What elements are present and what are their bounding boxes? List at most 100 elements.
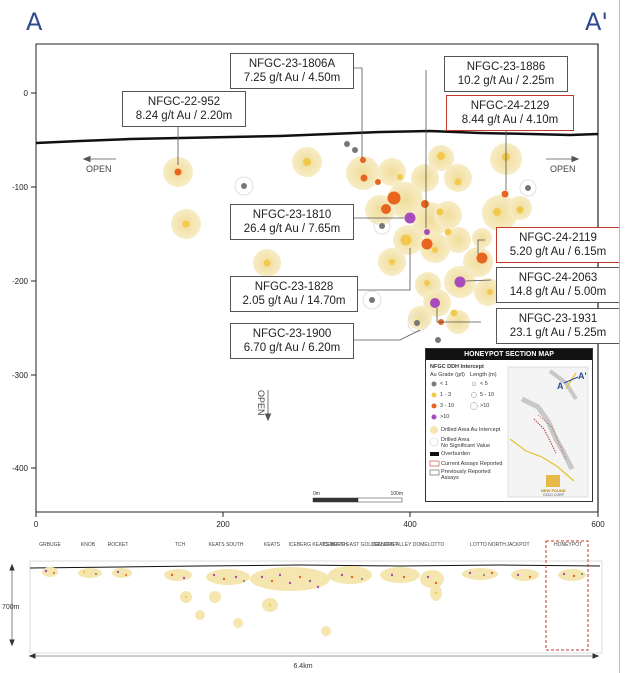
x-axis: 0 200 400 600 <box>34 512 605 529</box>
length-label: 6.4km <box>293 663 312 670</box>
callout-grade: 5.20 g/t Au / 6.15m <box>509 246 607 258</box>
assay-dots <box>174 141 531 343</box>
page-right-rule <box>619 0 620 673</box>
region-label: KNOB <box>81 542 96 548</box>
callout-hole: NFGC-23-1828 <box>254 281 334 293</box>
legend-previous-2: Assays <box>441 475 459 481</box>
long-section-halos <box>42 566 586 636</box>
legend-length-gt10: >10 <box>480 403 490 409</box>
callout-grade: 8.44 g/t Au / 4.10m <box>461 114 559 126</box>
legend-previous-1: Previously Reported <box>441 469 491 475</box>
y-tick-label: 0 <box>24 89 29 98</box>
y-tick-label: -400 <box>12 464 29 473</box>
open-label-right: OPEN <box>550 164 576 174</box>
region-label: ROCKET <box>108 542 129 548</box>
callout-grade: 14.8 g/t Au / 5.00m <box>509 286 607 298</box>
open-arrow-down <box>264 390 272 422</box>
callout-grade: 26.4 g/t Au / 7.65m <box>243 223 341 235</box>
open-label-bottom: OPEN <box>256 390 266 416</box>
region-label: LOTTO NORTH <box>470 542 506 548</box>
region-label: KEATS SOUTH <box>209 542 244 548</box>
callout-nfgc-24-2063: NFGC-24-2063 14.8 g/t Au / 5.00m <box>496 267 620 303</box>
callout-hole: NFGC-22-952 <box>147 96 221 108</box>
depth-dimension <box>9 563 15 647</box>
region-label: HONEYPOT <box>554 542 582 548</box>
legend-length-header: Length (m) <box>470 372 497 378</box>
callout-nfgc-23-1886: NFGC-23-1886 10.2 g/t Au / 2.25m <box>444 56 568 92</box>
callout-grade: 6.70 g/t Au / 6.20m <box>243 342 341 354</box>
callout-hole: NFGC-24-2129 <box>470 100 550 112</box>
region-label: GRBUGE <box>39 542 61 548</box>
section-map-legend: HONEYPOT SECTION MAP NFGC DDH Intercept … <box>425 348 593 502</box>
long-section: GRBUGE KNOB ROCKET TCH KEATS SOUTH KEATS… <box>2 540 603 670</box>
region-label: ICEBERG ALLEY DOME <box>372 542 428 548</box>
legend-length-lt5: < 5 <box>480 381 488 387</box>
legend-grade-lt1: < 1 <box>440 381 448 387</box>
callout-nfgc-23-1806a: NFGC-23-1806A 7.25 g/t Au / 4.50m <box>230 53 354 89</box>
map-label-a: A <box>557 381 564 391</box>
region-labels: GRBUGE KNOB ROCKET TCH KEATS SOUTH KEATS… <box>39 542 582 548</box>
callout-nfgc-23-1931: NFGC-23-1931 23.1 g/t Au / 5.25m <box>496 308 620 344</box>
callout-hole: NFGC-23-1931 <box>518 313 598 325</box>
legend-grade-header: Au Grade (g/t) <box>430 372 465 378</box>
open-label-left: OPEN <box>86 164 112 174</box>
callout-grade: 8.24 g/t Au / 2.20m <box>135 110 233 122</box>
callout-hole: NFGC-23-1806A <box>248 58 336 70</box>
legend-grade-gt10: >10 <box>440 414 450 420</box>
x-tick-label: 600 <box>591 520 605 529</box>
no-significant-circles <box>234 176 537 333</box>
long-section-surface <box>29 564 601 569</box>
callout-nfgc-23-1828: NFGC-23-1828 2.05 g/t Au / 14.70m <box>230 276 358 312</box>
callout-hole: NFGC-23-1900 <box>252 328 332 340</box>
region-label: ICEBERG KEATS NORTH <box>289 542 348 548</box>
open-arrow-right <box>546 155 580 163</box>
legend-area-intercept: Drilled Area Au Intercept <box>441 427 501 433</box>
legend-grade-3-10: 3 - 10 <box>440 403 455 409</box>
x-tick-label: 400 <box>403 520 417 529</box>
callout-nfgc-24-2129: NFGC-24-2129 8.44 g/t Au / 4.10m <box>446 95 574 131</box>
scale-bar-left: 0m <box>313 491 320 497</box>
open-arrow-left <box>82 155 116 163</box>
scale-bar: 0m 100m <box>312 491 403 503</box>
section-start-label: A <box>26 8 43 36</box>
y-axis: 0 -100 -200 -300 -400 <box>12 89 36 473</box>
callout-hole: NFGC-23-1810 <box>252 209 332 221</box>
region-label: LOTTO <box>428 542 445 548</box>
legend-symbols <box>429 366 589 498</box>
callout-grade: 7.25 g/t Au / 4.50m <box>243 72 341 84</box>
legend-overburden: Overburden <box>441 451 471 457</box>
length-dimension <box>28 653 600 659</box>
callout-grade: 23.1 g/t Au / 5.25m <box>509 327 607 339</box>
depth-label: 700m <box>2 604 20 611</box>
y-tick-label: -200 <box>12 277 29 286</box>
callout-hole: NFGC-24-2063 <box>518 272 598 284</box>
legend-current: Current Assays Reported <box>441 461 503 467</box>
y-tick-label: -100 <box>12 183 29 192</box>
region-label: TCH <box>175 542 186 548</box>
region-label: ICEBERG EAST GOLDEN JOINT <box>322 542 397 548</box>
callout-leaders <box>177 67 507 341</box>
callout-hole: NFGC-24-2119 <box>519 232 597 244</box>
logo-line1: NEW FOUND <box>541 488 566 493</box>
legend-length-5-10: 5 - 10 <box>480 392 495 398</box>
callout-nfgc-24-2119: NFGC-24-2119 5.20 g/t Au / 6.15m <box>496 227 620 263</box>
section-end-label: A' <box>585 8 609 36</box>
legend-title: HONEYPOT SECTION MAP <box>426 349 592 360</box>
callout-nfgc-23-1810: NFGC-23-1810 26.4 g/t Au / 7.65m <box>230 204 354 240</box>
callout-grade: 10.2 g/t Au / 2.25m <box>457 75 555 87</box>
y-tick-label: -300 <box>12 371 29 380</box>
legend-area-no-value-1: Drilled Area <box>441 437 470 443</box>
honeypot-highlight-box <box>545 540 589 651</box>
callout-grade: 2.05 g/t Au / 14.70m <box>242 295 346 307</box>
x-tick-label: 0 <box>34 520 39 529</box>
legend-grade-1-3: 1 - 3 <box>440 392 452 398</box>
long-section-dots <box>44 569 583 607</box>
logo-line2: GOLD CORP <box>543 493 565 497</box>
map-label-a-prime: A' <box>578 371 587 381</box>
scale-bar-right: 100m <box>390 491 403 497</box>
x-tick-label: 200 <box>216 520 230 529</box>
callout-nfgc-22-952: NFGC-22-952 8.24 g/t Au / 2.20m <box>122 91 246 127</box>
region-label: JACKPOT <box>506 542 529 548</box>
callout-nfgc-23-1900: NFGC-23-1900 6.70 g/t Au / 6.20m <box>230 323 354 359</box>
legend-subtitle: NFGC DDH Intercept <box>430 364 484 370</box>
